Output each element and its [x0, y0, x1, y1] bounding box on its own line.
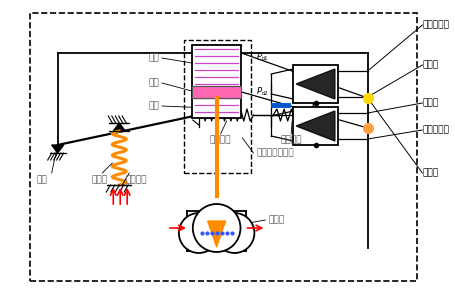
Text: 活塞: 活塞	[148, 79, 159, 88]
Text: 调零弹簧: 调零弹簧	[280, 135, 301, 144]
Text: $P_{出1}$: $P_{出1}$	[256, 50, 269, 62]
Text: 波纹管: 波纹管	[91, 175, 107, 184]
Bar	[183, 40, 251, 173]
Text: 气缸: 气缸	[148, 54, 159, 62]
Text: 杠杆: 杠杆	[36, 175, 47, 184]
Text: 定位器: 定位器	[421, 168, 438, 178]
Bar	[293, 65, 337, 103]
Text: 推杆: 推杆	[148, 101, 159, 110]
Text: 下喷嘴: 下喷嘴	[421, 98, 438, 108]
Text: 活塞式执行机构: 活塞式执行机构	[256, 149, 293, 158]
Circle shape	[192, 204, 240, 252]
Text: 反馈弹簧: 反馈弹簧	[209, 135, 231, 144]
Bar	[293, 107, 337, 145]
Polygon shape	[51, 145, 63, 153]
Polygon shape	[295, 69, 334, 99]
Polygon shape	[295, 111, 334, 141]
Bar	[192, 45, 241, 118]
Text: 功率放大器: 功率放大器	[421, 21, 448, 30]
Text: 信号压力: 信号压力	[125, 175, 147, 184]
Polygon shape	[113, 123, 125, 131]
Circle shape	[178, 213, 218, 253]
Text: 调节阀: 调节阀	[268, 215, 284, 224]
Bar	[192, 86, 241, 98]
Polygon shape	[207, 221, 225, 247]
Circle shape	[214, 213, 254, 253]
Text: 上喷嘴: 上喷嘴	[421, 60, 438, 69]
Text: $P_{出2}$: $P_{出2}$	[256, 85, 269, 97]
Text: 功率放大器: 功率放大器	[421, 125, 448, 134]
Bar	[30, 13, 416, 281]
